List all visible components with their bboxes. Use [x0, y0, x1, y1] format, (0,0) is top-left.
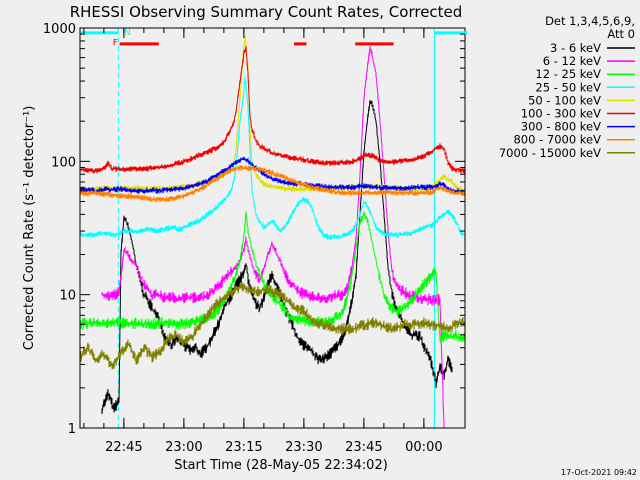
data-layer	[80, 28, 465, 428]
y-tick-label-0: 1	[68, 422, 76, 437]
x-tick-label-0: 22:45	[105, 440, 142, 455]
legend-header-attenuator: Att 0	[607, 27, 635, 41]
series-line-25-50-kev	[80, 76, 465, 241]
legend-label-6: 300 - 800 keV	[521, 120, 601, 134]
legend-label-1: 6 - 12 keV	[543, 54, 601, 68]
series-line-7000-15000-kev	[80, 282, 465, 370]
x-tick-label-4: 23:45	[345, 440, 382, 455]
x-tick-label-1: 23:00	[165, 440, 202, 455]
legend-header-detectors: Det 1,3,4,5,6,9,	[545, 14, 635, 28]
y-axis-label: Corrected Count Rate (s⁻¹ detector⁻¹)	[22, 106, 37, 351]
flag-label-1: N	[124, 28, 131, 38]
legend-label-4: 50 - 100 keV	[528, 93, 601, 107]
series-line-100-300-kev	[80, 46, 465, 174]
legend-label-7: 800 - 7000 keV	[513, 133, 601, 147]
x-tick-label-3: 23:30	[285, 440, 322, 455]
footer-date: 17-Oct-2021 09:42	[561, 468, 637, 477]
plot-frame	[79, 27, 466, 429]
y-tick-label-1: 10	[59, 289, 76, 304]
legend-label-5: 100 - 300 keV	[521, 107, 601, 121]
flag-label-0: F	[113, 39, 118, 49]
legend-label-3: 25 - 50 keV	[535, 80, 601, 94]
legend-label-2: 12 - 25 keV	[535, 67, 601, 81]
x-axis-label: Start Time (28-May-05 22:34:02)	[174, 458, 388, 473]
legend-label-0: 3 - 6 keV	[550, 41, 601, 55]
axes-layer: FN 1 10 100 1000 22:45 23:00 23:15 23:30 23:45 00:…	[43, 22, 468, 455]
legend-label-8: 7000 - 15000 keV	[499, 146, 601, 160]
y-tick-label-3: 1000	[43, 22, 76, 37]
x-tick-label-2: 23:15	[225, 440, 262, 455]
series-line-800-7000-kev	[80, 164, 465, 203]
chart-title: RHESSI Observing Summary Count Rates, Co…	[70, 3, 463, 21]
x-tick-label-5: 00:00	[405, 440, 442, 455]
y-tick-label-2: 100	[51, 155, 76, 170]
series-line-300-800-kev	[80, 156, 465, 196]
series-line-6-12-kev	[101, 45, 445, 428]
